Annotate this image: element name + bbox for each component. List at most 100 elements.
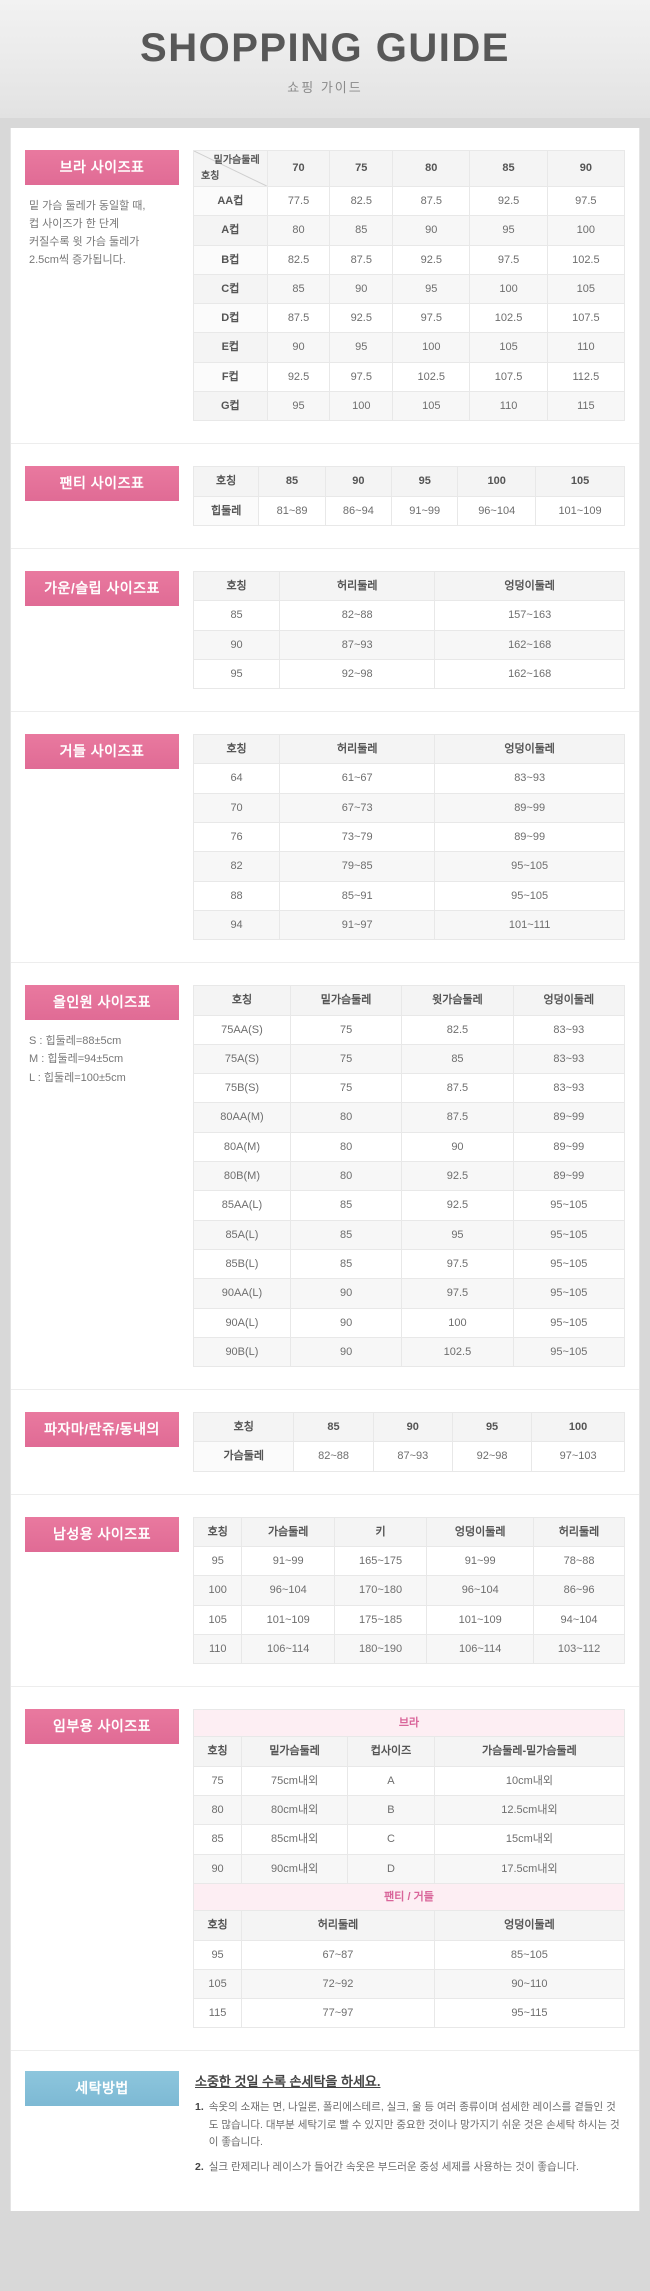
cell: 107.5	[546, 303, 626, 334]
table-row: 80A(M) 80 90 89~99	[193, 1131, 626, 1163]
table-row: 75 75cm내외 A 10cm내외	[192, 1765, 626, 1797]
cell: 92.5	[266, 361, 331, 393]
table-row: AA컵 77.5 82.5 87.5 92.5 97.5	[193, 185, 626, 217]
table-row: C컵 85 90 95 100 105	[193, 273, 626, 305]
wash-tag: 세탁방법	[25, 2071, 179, 2107]
cell: 90	[392, 215, 471, 246]
cell: 95	[469, 215, 548, 246]
table-row: 90 90cm내외 D 17.5cm내외	[192, 1853, 626, 1884]
mens-tag: 남성용 사이즈표	[25, 1516, 179, 1552]
column-header: 80	[392, 150, 471, 187]
column-header: 허리둘레	[279, 570, 436, 602]
cell: 87.5	[329, 244, 394, 275]
maternity-bra-subhead-row: 브라	[193, 1709, 625, 1738]
cell: 89~99	[512, 1131, 626, 1163]
cell: 106~114	[241, 1633, 335, 1665]
girdle-table-body: 64 61~67 83~93 70 67~73 89~99 76 73~79	[192, 763, 625, 941]
cell: 85	[401, 1043, 514, 1075]
column-header: 70	[266, 150, 331, 187]
table-row: 100 96~104 170~180 96~104 86~96	[192, 1575, 625, 1606]
cell: 91~99	[241, 1545, 335, 1577]
mens-body: 호칭 가슴둘레 키 엉덩이둘레 허리둘레 95 91~99 165~175 91	[192, 1516, 625, 1665]
cell: 83~93	[512, 1073, 626, 1104]
table-header-row: 밑가슴둘레 호칭 70 75 80 85 90	[193, 150, 626, 187]
section-all-in-one: 올인원 사이즈표 S : 힙둘레=88±5cm M : 힙둘레=94±5cm L…	[11, 963, 639, 1391]
cell: 82.5	[401, 1014, 514, 1045]
cell: 107.5	[469, 361, 548, 393]
cell: 95	[192, 658, 281, 690]
cell: 85	[192, 1824, 243, 1855]
maternity-tag: 임부용 사이즈표	[25, 1709, 179, 1745]
column-header: 밑가슴둘레	[241, 1736, 349, 1767]
cell: 90	[289, 1278, 403, 1309]
allinone-table-body: 75AA(S) 75 82.5 83~93 75A(S) 75 85 83~93	[193, 1014, 626, 1368]
cell: 95~105	[434, 880, 625, 911]
cell: 79~85	[279, 851, 436, 882]
girdle-body: 호칭 허리둘레 엉덩이둘레 64 61~67 83~93 70	[192, 734, 625, 941]
gown-tag: 가운/슬립 사이즈표	[25, 570, 179, 606]
allinone-size-table: 호칭 밑가슴둘레 윗가슴둘레 엉덩이둘레 75AA(S) 75 82.5 83~…	[193, 985, 626, 1368]
row-label: 가슴둘레	[192, 1441, 295, 1472]
column-header: 엉덩이둘레	[434, 734, 625, 765]
girdle-tag: 거들 사이즈표	[25, 734, 179, 770]
cell: 106~114	[426, 1633, 535, 1665]
wash-body: 소중한 것일 수록 손세탁을 하세요. 1. 속옷의 소재는 면, 나일론, 폴…	[193, 2071, 625, 2184]
cell: 76	[192, 822, 281, 853]
cell: 83~93	[434, 763, 625, 794]
cell: 83~93	[512, 1043, 626, 1075]
gown-size-table: 호칭 허리둘레 엉덩이둘레 85 82~88 157~163 90	[192, 570, 625, 690]
cell: 90~110	[433, 1968, 626, 2000]
cell: 95	[401, 1219, 514, 1250]
cell: B	[347, 1795, 435, 1826]
allinone-note: S : 힙둘레=88±5cm M : 힙둘레=94±5cm L : 힙둘레=10…	[25, 1032, 183, 1086]
column-header: 95	[391, 466, 459, 497]
cell: 89~99	[434, 792, 625, 824]
column-header: 호칭	[192, 570, 281, 602]
panty-side: 팬티 사이즈표	[25, 466, 193, 502]
cell: 95	[192, 1939, 243, 1970]
row-label: AA컵	[193, 185, 268, 217]
cell: 90	[289, 1307, 403, 1338]
table-header-row: 호칭 85 90 95 100 105	[192, 466, 625, 497]
table-row: 95 67~87 85~105	[192, 1939, 626, 1970]
cell: 87.5	[401, 1102, 514, 1133]
mens-size-table: 호칭 가슴둘레 키 엉덩이둘레 허리둘레 95 91~99 165~175 91	[192, 1516, 625, 1665]
cell: 85	[289, 1248, 403, 1280]
cell: 73~79	[279, 822, 436, 853]
section-mens: 남성용 사이즈표 호칭 가슴둘레 키 엉덩이둘레 허리둘레	[11, 1494, 639, 1688]
column-header: 허리둘레	[279, 734, 436, 765]
cell: 157~163	[434, 600, 625, 631]
column-header: 허리둘레	[241, 1910, 435, 1941]
cell: 94~104	[533, 1604, 625, 1635]
wash-side: 세탁방법	[25, 2071, 193, 2107]
column-header: 100	[457, 466, 537, 497]
cell: 95~105	[512, 1336, 626, 1368]
cell: 90	[329, 273, 394, 305]
section-gown-slip: 가운/슬립 사이즈표 호칭 허리둘레 엉덩이둘레 85 82~88	[11, 548, 639, 713]
cell: 75A(S)	[193, 1043, 291, 1075]
cell: 87~93	[279, 629, 436, 660]
column-header: 100	[531, 1412, 625, 1443]
table-row: 115 77~97 95~115	[192, 1998, 626, 2029]
column-header: 85	[258, 466, 326, 497]
table-row: 90B(L) 90 102.5 95~105	[193, 1336, 626, 1368]
content-sheet: 브라 사이즈표 밑 가슴 둘레가 동일할 때, 컵 사이즈가 한 단계 커질수록…	[10, 128, 640, 2211]
cell: 75AA(S)	[193, 1014, 291, 1045]
gown-side: 가운/슬립 사이즈표	[25, 570, 193, 606]
column-header: 호칭	[192, 1412, 295, 1443]
bra-side: 브라 사이즈표 밑 가슴 둘레가 동일할 때, 컵 사이즈가 한 단계 커질수록…	[25, 150, 193, 270]
cell: 110	[469, 391, 548, 422]
column-header: 75	[329, 150, 394, 187]
gown-table-body: 85 82~88 157~163 90 87~93 162~168 95 92~…	[192, 600, 625, 690]
table-header-row: 호칭 밑가슴둘레 컵사이즈 가슴둘레-밑가슴둘레	[192, 1736, 626, 1767]
diagonal-line-icon	[194, 151, 267, 186]
row-label: B컵	[193, 244, 268, 275]
cell: 95	[329, 332, 394, 363]
cell: 85~105	[433, 1939, 626, 1970]
cell: 92.5	[401, 1161, 514, 1192]
list-item-number: 1.	[195, 2101, 204, 2114]
table-row: E컵 90 95 100 105 110	[193, 332, 626, 363]
section-girdle: 거들 사이즈표 호칭 허리둘레 엉덩이둘레 64 61~67	[11, 712, 639, 964]
cell: 89~99	[434, 822, 625, 853]
table-row: 95 91~99 165~175 91~99 78~88	[192, 1545, 625, 1577]
